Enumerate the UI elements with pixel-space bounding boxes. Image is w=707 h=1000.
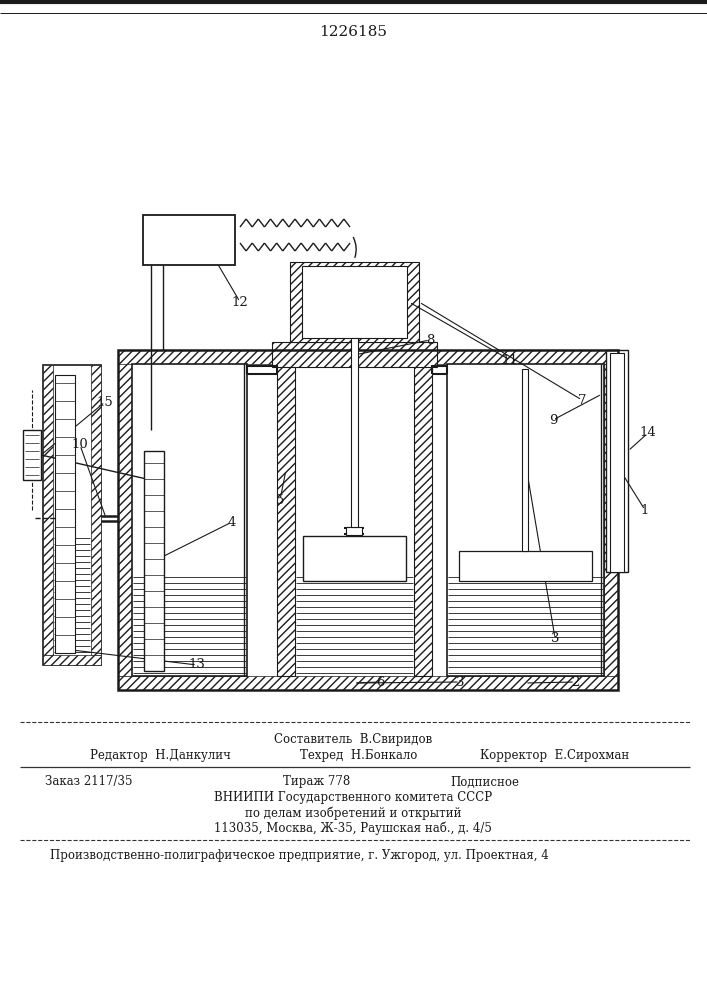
Text: Подписное: Подписное	[450, 776, 519, 788]
Bar	[43, 365, 101, 665]
Bar	[302, 266, 407, 338]
Text: 13: 13	[189, 658, 206, 672]
Text: 5: 5	[276, 493, 284, 506]
Text: 12: 12	[232, 296, 248, 308]
Text: Корректор  Е.Сирохман: Корректор Е.Сирохман	[480, 748, 629, 762]
Bar	[118, 676, 618, 690]
Bar	[118, 350, 132, 676]
Bar	[522, 369, 528, 551]
Bar	[414, 364, 432, 676]
Bar	[118, 350, 618, 690]
Text: 4: 4	[228, 516, 236, 528]
Text: 113035, Москва, Ж-35, Раушская наб., д. 4/5: 113035, Москва, Ж-35, Раушская наб., д. …	[214, 821, 492, 835]
Bar	[459, 551, 592, 581]
Bar	[132, 364, 247, 676]
Bar	[91, 365, 101, 655]
Text: Производственно-полиграфическое предприятие, г. Ужгород, ул. Проектная, 4: Производственно-полиграфическое предприя…	[50, 848, 549, 861]
Text: 8: 8	[426, 334, 434, 347]
Bar	[447, 364, 604, 676]
Bar	[610, 353, 624, 572]
Text: Техред  Н.Бонкало: Техред Н.Бонкало	[300, 748, 417, 762]
Text: 1: 1	[641, 504, 649, 516]
Text: 9: 9	[549, 414, 557, 426]
Bar	[43, 655, 101, 665]
Text: 14: 14	[640, 426, 656, 440]
Bar	[604, 364, 618, 676]
Bar	[295, 364, 414, 676]
Bar	[277, 364, 295, 676]
Bar	[43, 365, 53, 655]
Bar	[290, 262, 419, 342]
Bar	[118, 350, 618, 690]
Text: 11: 11	[502, 354, 518, 366]
Text: 6: 6	[375, 676, 384, 688]
Text: 3: 3	[551, 632, 559, 645]
Text: по делам изобретений и открытий: по делам изобретений и открытий	[245, 806, 461, 820]
Bar	[143, 215, 235, 265]
Text: 7: 7	[578, 393, 586, 406]
Bar	[118, 350, 618, 364]
Bar	[303, 536, 406, 581]
Bar	[272, 342, 437, 367]
Text: 3: 3	[456, 676, 464, 688]
Text: Заказ 2117/35: Заказ 2117/35	[45, 776, 132, 788]
Text: 10: 10	[71, 438, 88, 452]
Bar	[55, 375, 75, 653]
Bar	[346, 527, 362, 535]
Text: Тираж 778: Тираж 778	[283, 776, 350, 788]
Bar	[606, 350, 628, 572]
Bar	[144, 451, 164, 671]
Text: ВНИИПИ Государственного комитета СССР: ВНИИПИ Государственного комитета СССР	[214, 792, 492, 804]
Text: 2: 2	[571, 676, 579, 688]
Text: 15: 15	[97, 395, 113, 408]
Bar	[351, 338, 358, 527]
Text: Составитель  В.Свиридов: Составитель В.Свиридов	[274, 732, 432, 746]
Bar	[23, 430, 41, 480]
Text: 1226185: 1226185	[319, 25, 387, 39]
Text: Редактор  Н.Данкулич: Редактор Н.Данкулич	[90, 748, 231, 762]
